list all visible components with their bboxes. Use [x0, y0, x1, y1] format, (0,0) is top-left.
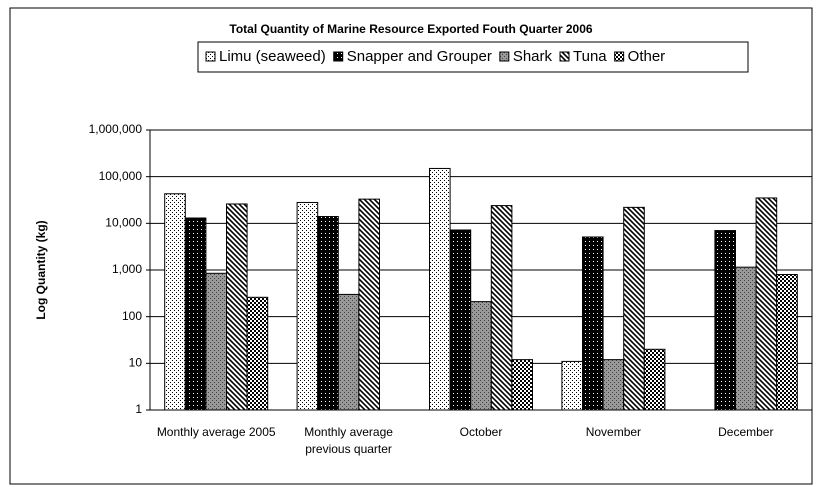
bar	[184, 217, 207, 411]
bar	[337, 293, 360, 411]
bar	[735, 266, 757, 411]
bar	[776, 274, 798, 411]
bar	[164, 193, 186, 411]
y-tick-label: 1,000,000	[89, 122, 143, 136]
bar	[449, 229, 472, 411]
x-tick-label: Monthly average previous quarter	[304, 425, 393, 456]
bar	[714, 230, 737, 411]
legend-swatch	[205, 51, 216, 62]
legend-label: Other	[628, 48, 666, 65]
bar	[226, 203, 248, 411]
x-tick-label-box: Monthly average previous quarter	[304, 425, 393, 456]
bar	[511, 359, 533, 411]
legend-label: Snapper and Grouper	[347, 48, 492, 65]
legend-label: Shark	[513, 48, 553, 65]
x-tick-label-box: December	[718, 425, 774, 439]
legend-swatch	[499, 51, 510, 62]
bar	[246, 296, 269, 411]
bar	[643, 348, 666, 411]
y-tick-label: 1,000	[112, 262, 142, 276]
bar	[582, 236, 604, 411]
x-tick-label: Monthly average 2005	[156, 425, 276, 439]
x-tick-label-box: Monthly average 2005	[156, 425, 276, 439]
legend-label: Tuna	[573, 48, 607, 65]
x-tick-label: October	[459, 425, 503, 439]
bar	[470, 301, 492, 411]
bar	[205, 272, 227, 411]
chart-title: Total Quantity of Marine Resource Export…	[229, 22, 593, 36]
y-tick-label: 10	[129, 356, 143, 370]
bar	[317, 216, 339, 411]
bar	[561, 360, 584, 411]
x-tick-label: November	[585, 425, 642, 439]
legend-swatch	[559, 51, 570, 62]
bar	[429, 167, 451, 411]
y-axis-label: Log Quantity (kg)	[34, 220, 48, 319]
bar	[358, 198, 380, 411]
y-tick-label: 10,000	[105, 216, 142, 230]
legend-swatch	[614, 51, 625, 62]
y-tick-label: 1	[135, 402, 142, 416]
chart-border	[9, 7, 813, 485]
bar	[490, 205, 513, 411]
x-tick-label: December	[718, 425, 774, 439]
bar	[623, 206, 645, 411]
legend-swatch	[333, 51, 344, 62]
x-tick-label-box: November	[585, 425, 642, 439]
bar	[755, 197, 778, 411]
y-tick-label: 100,000	[99, 169, 143, 183]
legend-box	[197, 41, 749, 73]
bar	[602, 359, 625, 411]
x-tick-label-box: October	[459, 425, 503, 439]
bar	[296, 201, 319, 411]
y-tick-label: 100	[122, 309, 142, 323]
legend-label: Limu (seaweed)	[219, 48, 326, 65]
